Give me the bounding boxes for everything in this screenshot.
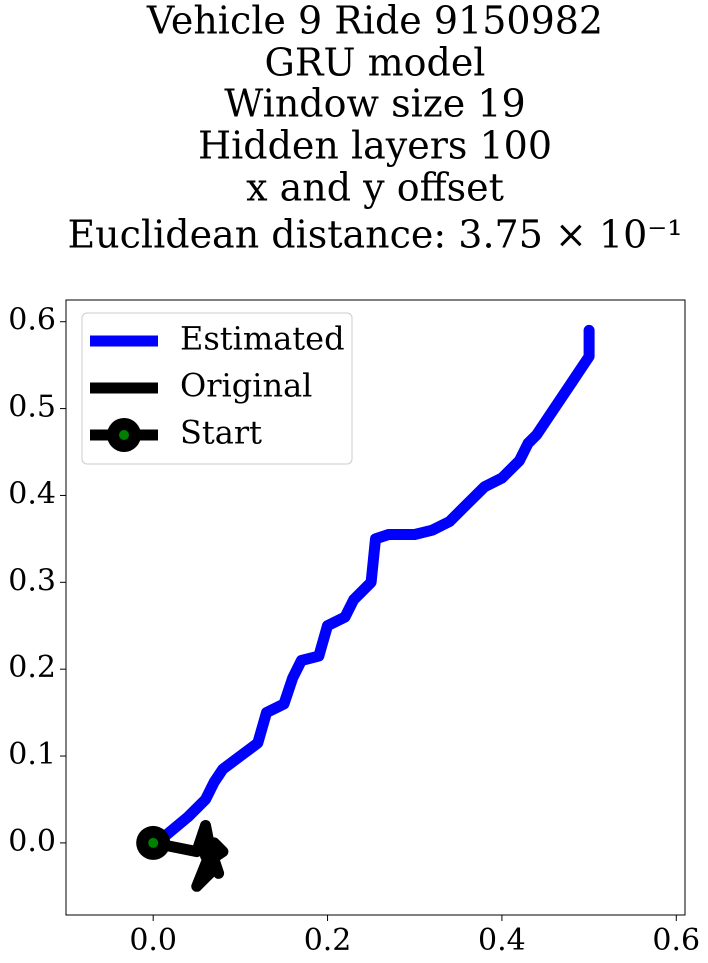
legend-label: Estimated	[180, 320, 345, 358]
legend-box	[81, 312, 353, 465]
y-tick-label: 0.5	[8, 390, 56, 425]
chart-title: x and y offset	[246, 166, 504, 210]
plot-frame	[65, 299, 686, 916]
chart-title: Window size 19	[224, 82, 525, 126]
y-tick-label: 0.2	[8, 650, 56, 685]
y-tick-label: 0.1	[8, 737, 56, 772]
x-tick-label: 0.6	[652, 923, 700, 958]
start-marker-center	[148, 837, 159, 848]
legend-label: Original	[180, 367, 312, 405]
chart-title: Hidden layers 100	[198, 124, 552, 168]
chart-title: Euclidean distance: 3.75 × 10⁻¹	[67, 213, 682, 257]
legend-marker-center	[119, 430, 129, 440]
x-tick-label: 0.2	[304, 923, 352, 958]
y-tick-label: 0.4	[8, 476, 56, 511]
y-tick-label: 0.6	[8, 303, 56, 338]
trajectory-line	[147, 820, 229, 892]
plot-area	[136, 324, 595, 892]
chart-title: GRU model	[265, 41, 486, 85]
trajectory-line	[147, 324, 595, 849]
y-tick-label: 0.0	[8, 824, 56, 859]
y-tick-label: 0.3	[8, 563, 56, 598]
chart-title: Vehicle 9 Ride 9150982	[146, 0, 603, 43]
legend: Estimated Original Start	[81, 312, 353, 465]
legend-label: Start	[180, 414, 262, 452]
x-tick-label: 0.4	[478, 923, 526, 958]
x-tick-label: 0.0	[129, 923, 177, 958]
